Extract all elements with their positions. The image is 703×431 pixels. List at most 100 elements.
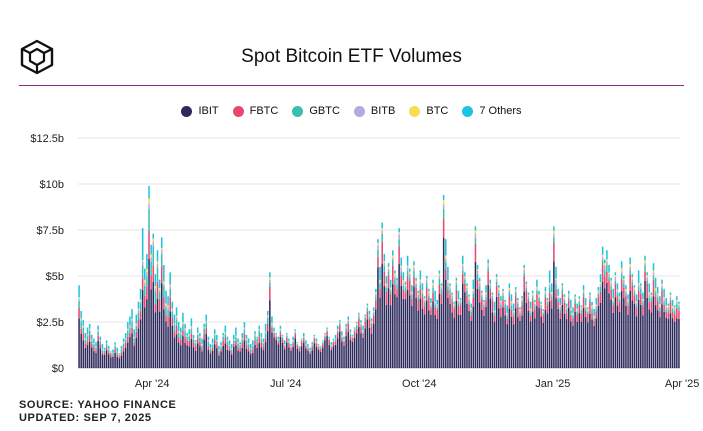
bar-segment-btc <box>131 319 133 320</box>
bar-segment-7-others <box>589 292 591 296</box>
bar-segment-bitb <box>493 311 496 314</box>
bar-segment-fbtc <box>315 343 318 348</box>
bar-segment-btc <box>184 328 186 330</box>
legend-label: IBIT <box>198 105 219 117</box>
bar-segment-fbtc <box>351 338 354 342</box>
bar-segment-btc <box>667 305 670 308</box>
bar-segment-gbtc <box>389 290 392 294</box>
bar-segment-ibit <box>481 309 483 368</box>
bar-segment-gbtc <box>237 343 239 348</box>
bar-segment-bitb <box>379 281 381 285</box>
bar-segment-ibit <box>313 343 316 368</box>
bar-segment-fbtc <box>311 346 313 351</box>
bar-segment-ibit <box>519 320 521 368</box>
bar-segment-bitb <box>328 338 330 340</box>
bar-segment-7-others <box>184 323 186 329</box>
bar-segment-fbtc <box>124 342 127 348</box>
bar-segment-ibit <box>495 296 498 368</box>
bar-segment-btc <box>508 287 511 290</box>
bar-segment-fbtc <box>171 317 174 326</box>
bar-segment-fbtc <box>97 336 99 341</box>
bar-segment-bitb <box>249 348 252 350</box>
bar-segment-ibit <box>415 298 417 368</box>
bar-segment-fbtc <box>423 306 426 315</box>
bar-segment-fbtc <box>425 287 428 301</box>
bar-segment-gbtc <box>80 321 82 329</box>
bar-segment-7-others <box>154 274 157 287</box>
bar-segment-fbtc <box>264 338 267 343</box>
bar-segment-gbtc <box>148 208 150 231</box>
bar-segment-gbtc <box>574 299 576 304</box>
bar-segment-bitb <box>165 305 167 308</box>
bar-segment-fbtc <box>137 319 140 329</box>
bar-segment-fbtc <box>637 290 640 300</box>
bar-segment-fbtc <box>249 352 252 355</box>
bar-segment-fbtc <box>146 286 148 300</box>
bar-segment-btc <box>167 305 169 308</box>
bar-segment-bitb <box>169 286 171 289</box>
bar-segment-fbtc <box>506 318 509 325</box>
bar-segment-7-others <box>466 283 468 286</box>
bar-segment-btc <box>182 321 184 324</box>
bar-segment-7-others <box>173 314 176 324</box>
bar-segment-btc <box>127 328 129 330</box>
bar-segment-ibit <box>260 347 263 368</box>
bar-segment-7-others <box>587 307 589 310</box>
bar-segment-ibit <box>112 356 114 368</box>
bar-segment-7-others <box>237 338 239 343</box>
bar-segment-btc <box>474 230 477 234</box>
bar-segment-ibit <box>326 336 328 368</box>
bar-segment-gbtc <box>544 294 547 298</box>
bar-segment-fbtc <box>659 311 661 318</box>
bar-segment-7-others <box>529 301 532 309</box>
bar-segment-7-others <box>144 268 146 280</box>
bar-segment-btc <box>368 314 371 316</box>
bar-segment-fbtc <box>273 334 275 338</box>
bar-segment-bitb <box>648 294 651 298</box>
bar-segment-btc <box>635 301 638 303</box>
bar-segment-ibit <box>366 319 369 368</box>
bar-segment-btc <box>423 298 426 301</box>
bar-segment-btc <box>302 336 305 338</box>
bar-segment-gbtc <box>258 331 260 337</box>
bar-segment-btc <box>266 315 269 317</box>
bar-segment-fbtc <box>398 246 400 265</box>
bar-segment-fbtc <box>470 315 472 321</box>
bar-segment-fbtc <box>347 323 350 333</box>
bar-segment-7-others <box>673 305 676 308</box>
y-tick-label: $7.5b <box>36 225 64 237</box>
bar-segment-7-others <box>245 334 248 339</box>
bar-segment-gbtc <box>127 330 129 337</box>
bar-segment-bitb <box>650 296 653 299</box>
bar-segment-7-others <box>637 270 640 284</box>
bar-segment-7-others <box>222 333 224 336</box>
bar-segment-ibit <box>230 354 233 368</box>
bar-segment-gbtc <box>224 334 227 338</box>
legend-dot <box>292 105 304 117</box>
bar-segment-gbtc <box>275 336 277 338</box>
bar-segment-btc <box>489 283 492 285</box>
bar-segment-btc <box>360 322 362 324</box>
bar-segment-btc <box>207 340 210 341</box>
bar-segment-7-others <box>252 340 254 346</box>
bar-segment-btc <box>201 343 203 345</box>
bar-segment-fbtc <box>656 300 659 311</box>
bar-segment-ibit <box>603 288 606 368</box>
bar-segment-7-others <box>186 333 188 336</box>
bar-segment-gbtc <box>351 337 354 339</box>
bar-segment-btc <box>572 312 574 315</box>
bar-segment-gbtc <box>124 339 127 343</box>
bar-segment-7-others <box>366 303 369 306</box>
bar-segment-gbtc <box>396 284 398 290</box>
bar-segment-ibit <box>570 321 572 368</box>
bar-segment-btc <box>451 294 453 296</box>
bar-segment-gbtc <box>466 290 468 296</box>
bar-segment-fbtc <box>302 339 305 343</box>
bar-segment-fbtc <box>618 302 621 312</box>
bar-segment-btc <box>349 332 352 334</box>
bar-segment-fbtc <box>567 300 570 308</box>
bar-segment-7-others <box>97 325 99 330</box>
bar-segment-ibit <box>298 351 301 368</box>
bar-segment-gbtc <box>152 246 155 266</box>
bar-segment-bitb <box>235 336 237 338</box>
